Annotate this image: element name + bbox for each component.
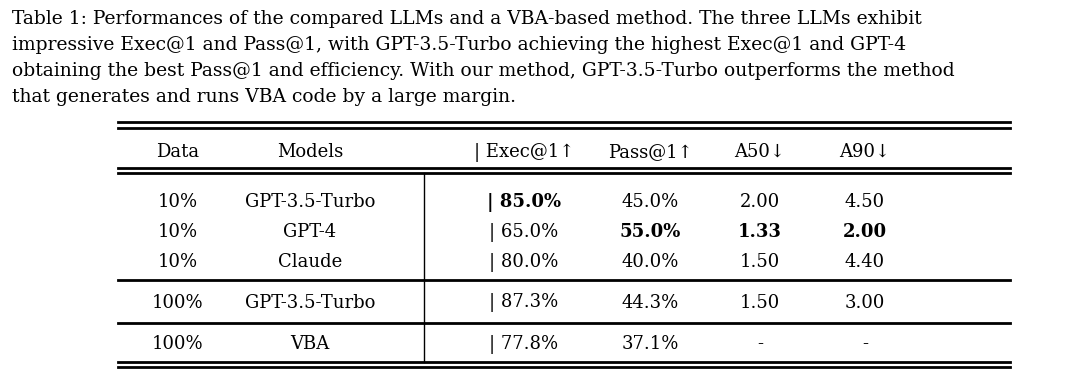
Text: 4.40: 4.40	[845, 253, 886, 271]
Text: 2.00: 2.00	[740, 193, 780, 211]
Text: | 87.3%: | 87.3%	[489, 293, 558, 313]
Text: 55.0%: 55.0%	[619, 223, 680, 241]
Text: Data: Data	[157, 143, 200, 161]
Text: that generates and runs VBA code by a large margin.: that generates and runs VBA code by a la…	[12, 88, 516, 106]
Text: | 65.0%: | 65.0%	[489, 222, 558, 241]
Text: GPT-3.5-Turbo: GPT-3.5-Turbo	[245, 193, 375, 211]
Text: 40.0%: 40.0%	[621, 253, 678, 271]
Text: -: -	[757, 335, 762, 353]
Text: impressive Exec@1 and Pass@1, with GPT-3.5-Turbo achieving the highest Exec@1 an: impressive Exec@1 and Pass@1, with GPT-3…	[12, 36, 906, 54]
Text: 10%: 10%	[158, 223, 198, 241]
Text: 44.3%: 44.3%	[621, 294, 678, 312]
Text: 1.50: 1.50	[740, 253, 780, 271]
Text: -: -	[862, 335, 868, 353]
Text: A50↓: A50↓	[734, 143, 785, 161]
Text: 37.1%: 37.1%	[621, 335, 678, 353]
Text: GPT-4: GPT-4	[283, 223, 337, 241]
Text: Pass@1↑: Pass@1↑	[608, 143, 692, 161]
Text: GPT-3.5-Turbo: GPT-3.5-Turbo	[245, 294, 375, 312]
Text: obtaining the best Pass@1 and efficiency. With our method, GPT-3.5-Turbo outperf: obtaining the best Pass@1 and efficiency…	[12, 62, 955, 80]
Text: 45.0%: 45.0%	[621, 193, 678, 211]
Text: 4.50: 4.50	[845, 193, 886, 211]
Text: Models: Models	[276, 143, 343, 161]
Text: 10%: 10%	[158, 193, 198, 211]
Text: Table 1: Performances of the compared LLMs and a VBA-based method. The three LLM: Table 1: Performances of the compared LL…	[12, 10, 921, 28]
Text: Claude: Claude	[278, 253, 342, 271]
Text: 10%: 10%	[158, 253, 198, 271]
Text: 1.50: 1.50	[740, 294, 780, 312]
Text: | Exec@1↑: | Exec@1↑	[474, 143, 575, 161]
Text: 3.00: 3.00	[845, 294, 886, 312]
Text: 100%: 100%	[152, 335, 204, 353]
Text: A90↓: A90↓	[839, 143, 891, 161]
Text: 1.33: 1.33	[738, 223, 782, 241]
Text: 100%: 100%	[152, 294, 204, 312]
Text: | 77.8%: | 77.8%	[489, 335, 558, 354]
Text: | 80.0%: | 80.0%	[489, 252, 558, 271]
Text: VBA: VBA	[291, 335, 329, 353]
Text: 2.00: 2.00	[842, 223, 887, 241]
Text: | 85.0%: | 85.0%	[487, 193, 562, 211]
